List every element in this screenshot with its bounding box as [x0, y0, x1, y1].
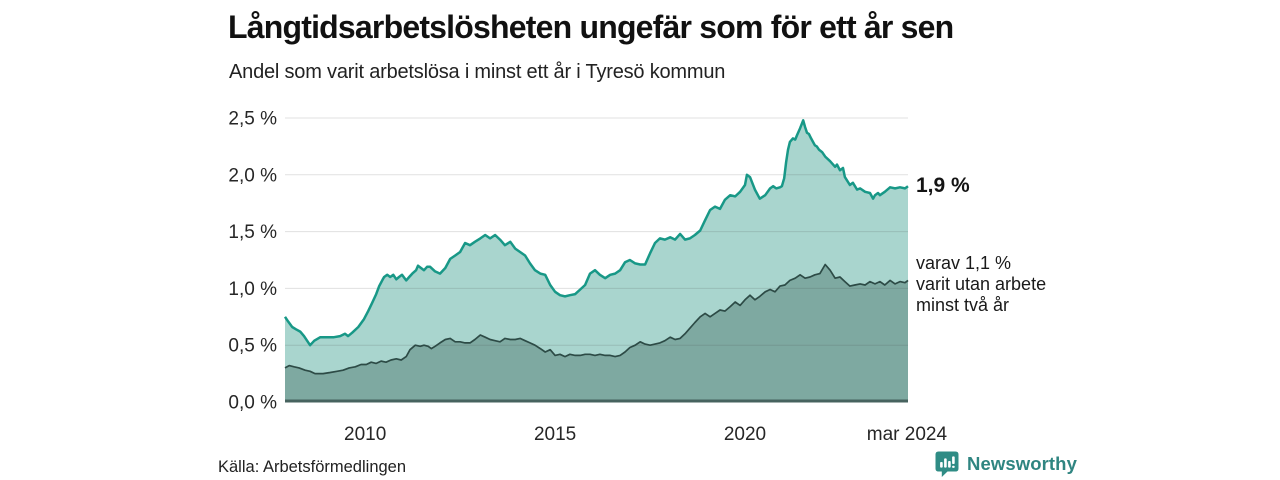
annotation-subset-line2: varit utan arbete: [916, 274, 1047, 294]
newsworthy-chart-bubble-icon: [935, 451, 959, 477]
y-axis-tick-label: 0,0 %: [228, 393, 277, 414]
x-axis-tick-label: 2010: [344, 424, 386, 445]
y-axis-tick-label: 1,5 %: [228, 222, 277, 243]
series-subset-area: [285, 264, 908, 402]
x-axis-tick-label: 2015: [534, 424, 576, 445]
series-total-line: [283, 119, 909, 347]
chart-subtitle: Andel som varit arbetslösa i minst ett å…: [229, 61, 726, 83]
series-subset-line: [284, 263, 909, 375]
x-axis-tick-label: mar 2024: [867, 424, 948, 445]
newsworthy-wordmark: Newsworthy: [967, 452, 1077, 474]
y-axis-tick-label: 1,0 %: [228, 279, 277, 300]
chart-title: Långtidsarbetslösheten ungefär som för e…: [228, 9, 954, 45]
annotation-subset: varav 1,1 % varit utan arbete minst två …: [916, 253, 1046, 316]
y-axis-tick-label: 0,5 %: [228, 336, 277, 357]
annotation-subset-line3: minst två år: [916, 295, 1010, 315]
y-axis-tick-label: 2,5 %: [228, 109, 277, 130]
source-credit: Källa: Arbetsförmedlingen: [218, 458, 407, 476]
newsworthy-logo-link[interactable]: Newsworthy: [934, 449, 1077, 478]
annotation-subset-line1: varav 1,1 %: [916, 253, 1012, 273]
annotation-total-value: 1,9 %: [916, 174, 970, 197]
x-axis-tick-label: 2020: [724, 424, 766, 445]
y-axis-tick-label: 2,0 %: [228, 165, 277, 186]
